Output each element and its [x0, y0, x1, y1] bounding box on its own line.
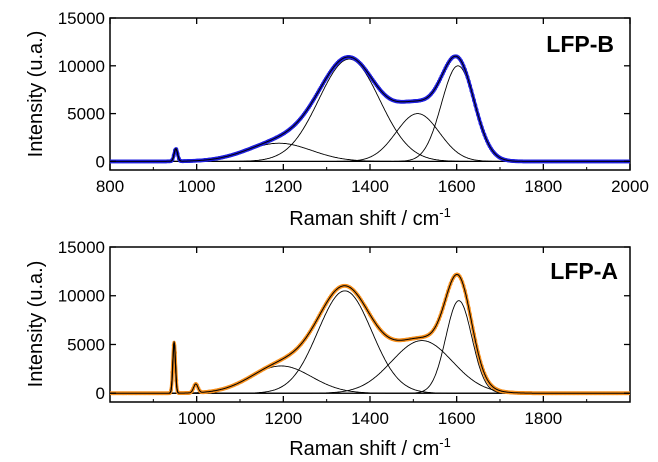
- data-point: [191, 386, 196, 391]
- fit-cumulative: [110, 274, 630, 394]
- data-point: [460, 280, 465, 285]
- axes-top: 800 1000 1200 1400 1600 1800 2000 0 5000 10000 150…: [58, 9, 649, 196]
- data-point: [462, 67, 467, 72]
- plot-area: [110, 54, 630, 164]
- x-tick-label: 1800: [524, 409, 562, 428]
- spectrum-markers: [110, 272, 630, 396]
- panel-tag-bottom: LFP-A: [550, 258, 618, 284]
- fit-component-2: [110, 290, 630, 394]
- panel-lfp-a: 1000 1200 1400 1600 1800 0 5000 10000 15000 LFP-…: [25, 238, 631, 460]
- data-point: [482, 132, 487, 137]
- x-tick-label: 1600: [438, 177, 476, 196]
- spectrum-data: [110, 54, 630, 164]
- x-tick-label: 1000: [178, 177, 216, 196]
- data-point: [481, 368, 486, 373]
- xlabel-top: Raman shift / cm-1: [289, 205, 451, 230]
- xlabel-top-sup: -1: [439, 205, 451, 220]
- plot-area: [110, 272, 630, 396]
- ylabel-top: Intensity (u.a.): [25, 31, 47, 158]
- y-tick-label: 15000: [58, 9, 105, 28]
- data-point: [436, 317, 441, 322]
- data-point: [435, 320, 440, 325]
- spectrum-data: [110, 272, 630, 395]
- x-tick-label: 1400: [351, 177, 389, 196]
- xlabel-bottom-main: Raman shift / cm: [289, 438, 439, 460]
- y-tick-label: 15000: [58, 238, 105, 257]
- fit-cumulative: [110, 55, 630, 162]
- series-bottom: [110, 272, 630, 396]
- fit-component-3: [110, 340, 630, 394]
- data-point: [461, 64, 466, 69]
- x-tick-label: 800: [96, 177, 124, 196]
- y-tick-label: 10000: [58, 287, 105, 306]
- y-tick-label: 5000: [67, 105, 105, 124]
- series-top: [110, 54, 630, 164]
- y-tick-label: 10000: [58, 57, 105, 76]
- x-tick-label: 1200: [264, 409, 302, 428]
- xlabel-top-main: Raman shift / cm: [289, 208, 439, 230]
- data-point: [170, 157, 175, 162]
- x-tick-label: 1600: [438, 409, 476, 428]
- fit-component-3: [110, 113, 630, 162]
- x-tick-label: 1400: [351, 409, 389, 428]
- axes-bottom: 1000 1200 1400 1600 1800 0 5000 10000 15000: [58, 238, 631, 428]
- x-tick-label: 1200: [264, 177, 302, 196]
- data-point: [459, 276, 463, 281]
- data-point: [448, 281, 453, 286]
- y-tick-label: 5000: [67, 335, 105, 354]
- xlabel-bottom-sup: -1: [439, 435, 451, 450]
- sharp-peak-fit: [168, 340, 180, 394]
- fit-component-1: [110, 142, 630, 162]
- fit-component-1: [110, 365, 630, 394]
- spectrum-markers: [110, 54, 630, 164]
- panel-tag-top: LFP-B: [546, 31, 614, 57]
- ylabel-bottom: Intensity (u.a.): [25, 261, 47, 388]
- xlabel-bottom: Raman shift / cm-1: [289, 435, 451, 460]
- data-point: [438, 313, 443, 318]
- y-tick-label: 0: [96, 384, 105, 403]
- x-tick-label: 1800: [524, 177, 562, 196]
- x-tick-label: 1000: [178, 409, 216, 428]
- sharp-peak-fit: [170, 148, 182, 162]
- y-tick-label: 0: [96, 152, 105, 171]
- x-tick-label: 2000: [611, 177, 649, 196]
- panel-lfp-b: 800 1000 1200 1400 1600 1800 2000 0 5000 10000 150…: [25, 9, 649, 230]
